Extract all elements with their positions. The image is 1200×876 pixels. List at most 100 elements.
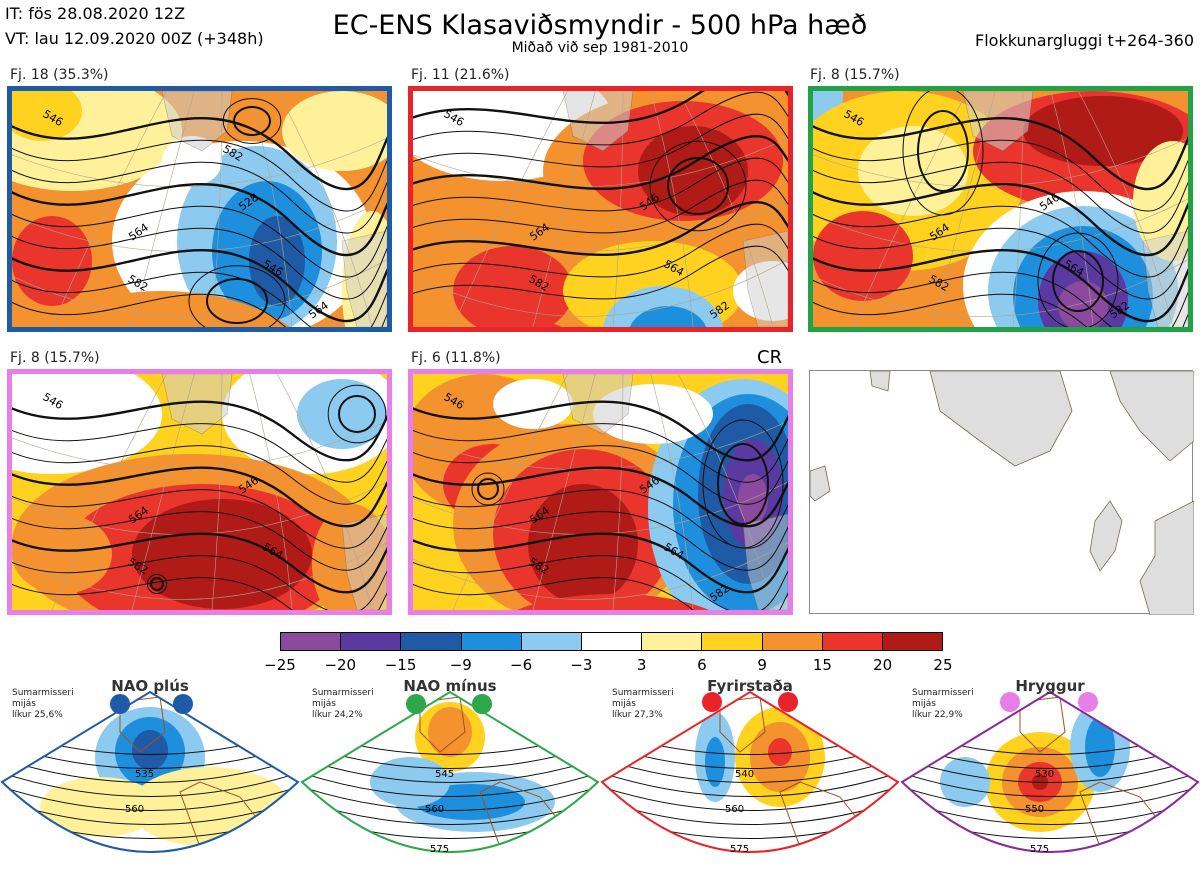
regime-info-line: líkur 25,6% — [12, 710, 63, 720]
height-contour — [413, 91, 788, 125]
anomaly-shading — [132, 499, 312, 609]
anomaly-shading — [297, 379, 387, 449]
initial-time: IT: fös 28.08.2020 12Z — [5, 4, 186, 23]
regime-info: Sumarmisseri mijás líkur 22,9% — [912, 688, 974, 721]
chart-subtitle: Miðað við sep 1981-2010 — [511, 40, 689, 56]
height-contour — [413, 113, 788, 168]
regime-contour — [602, 782, 898, 811]
height-contour — [413, 134, 788, 191]
height-contour — [12, 205, 387, 278]
height-contour — [12, 532, 387, 594]
regime-contour — [2, 754, 298, 783]
regime-nao-plus: 535 560 NAO plús Sumarmisseri mijás líkur 25,… — [0, 672, 300, 871]
regime-contour-label: 535 — [135, 769, 154, 780]
height-contour — [12, 161, 387, 234]
height-contour — [813, 183, 1188, 257]
regime-marker-dot — [110, 694, 130, 714]
low-center-contour — [150, 577, 164, 591]
regime-info-line: mijás — [12, 699, 36, 709]
latitude-line — [12, 542, 387, 600]
meridian-line — [131, 91, 195, 327]
greenland-coast — [1019, 696, 1066, 753]
regime-anomaly — [40, 777, 160, 837]
regime-contour-label: 530 — [1035, 769, 1054, 780]
regime-info-line: mijás — [912, 699, 936, 709]
regime-contour-label: 545 — [435, 769, 454, 780]
regime-info: Sumarmisseri mijás líkur 25,6% — [12, 688, 74, 721]
greenland-coast — [419, 696, 466, 753]
regime-contour — [302, 754, 598, 783]
base-map-empty — [809, 370, 1195, 616]
height-contour — [12, 445, 387, 505]
cluster-map-2: 546 564 582 546 564 582 — [408, 86, 793, 332]
anomaly-shading — [813, 211, 913, 301]
regime-contour — [902, 754, 1198, 783]
latitude-line — [413, 542, 788, 600]
regime-marker-dot — [778, 692, 798, 712]
latitude-line — [813, 137, 1188, 187]
low-center-contour — [477, 478, 499, 500]
regime-outline — [900, 690, 1200, 853]
latitude-line — [12, 420, 387, 470]
height-contour — [813, 139, 1188, 212]
height-contour — [12, 511, 387, 571]
regime-anomaly — [370, 757, 450, 807]
low-ring-contour — [1037, 232, 1119, 327]
height-contour — [413, 555, 788, 610]
regime-contour-label: 560 — [725, 804, 744, 815]
low-ring-contour — [146, 573, 168, 595]
height-contour — [12, 227, 387, 300]
anomaly-shading — [528, 484, 638, 604]
low-center-contour — [717, 443, 769, 525]
height-contour — [12, 423, 387, 483]
low-center-contour — [206, 278, 268, 324]
meridian-line — [532, 91, 596, 327]
panel-3-label: Fj. 8 (15.7%) — [810, 67, 900, 83]
regime-contour — [602, 768, 898, 797]
regime-outline — [0, 690, 300, 853]
anomaly-shading — [453, 246, 573, 327]
anomaly-shading — [517, 594, 709, 610]
height-contour — [413, 245, 788, 300]
regime-marker-dot — [1000, 692, 1020, 712]
regime-info-line: líkur 27,3% — [612, 710, 663, 720]
meridian-line — [532, 374, 596, 610]
meridian-line — [1050, 91, 1094, 327]
height-contour — [12, 555, 387, 610]
height-contour — [413, 532, 788, 594]
regime-info-line: líkur 24,2% — [312, 710, 363, 720]
height-contour — [413, 466, 788, 528]
greenland-land — [562, 91, 634, 152]
regime-contour — [2, 768, 298, 797]
colorbar-cell — [702, 633, 763, 650]
regime-anomaly — [428, 707, 472, 757]
regime-info-line: Sumarmisseri — [12, 688, 74, 698]
anomaly-shading — [12, 374, 162, 474]
anomaly-shading — [1023, 96, 1183, 166]
colorbar-tick-label: −25 — [264, 656, 296, 674]
regime-contour-label: 540 — [735, 769, 754, 780]
colorbar-tick-label: 9 — [757, 656, 767, 674]
latitude-line — [413, 420, 788, 470]
regime-outline — [600, 690, 900, 853]
height-contour — [813, 117, 1188, 191]
height-contour — [12, 466, 387, 528]
colorbar-cell — [401, 633, 462, 650]
regime-contour — [2, 782, 298, 811]
low-ring-contour — [222, 98, 282, 144]
latitude-line — [813, 259, 1188, 317]
height-contour — [413, 445, 788, 505]
europe-land — [742, 513, 788, 610]
height-contour — [12, 117, 387, 191]
regime-anomaly — [1020, 856, 1060, 868]
regime-info-line: Sumarmisseri — [912, 688, 974, 698]
cluster-map-4: 546 564 582 546 564 — [7, 369, 392, 615]
regime-anomaly — [132, 730, 168, 770]
height-contour — [813, 205, 1188, 278]
cluster-map-1: 546 564 582 528 546 564 582 — [7, 86, 392, 332]
panel-4-label: Fj. 8 (15.7%) — [10, 350, 100, 366]
chart-title: EC-ENS Klasaviðsmyndir - 500 hPa hæð — [332, 10, 868, 41]
meridian-line — [249, 374, 293, 610]
regime-marker-dot — [173, 694, 193, 714]
regime-info-line: Sumarmisseri — [612, 688, 674, 698]
